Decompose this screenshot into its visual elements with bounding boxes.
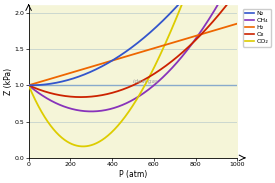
- Text: ideal gas: ideal gas: [133, 79, 158, 84]
- X-axis label: P (atm): P (atm): [119, 170, 147, 179]
- Legend: N₂, CH₄, H₂, O₂, CO₂: N₂, CH₄, H₂, O₂, CO₂: [243, 9, 271, 47]
- Y-axis label: Z (kPa): Z (kPa): [4, 68, 13, 95]
